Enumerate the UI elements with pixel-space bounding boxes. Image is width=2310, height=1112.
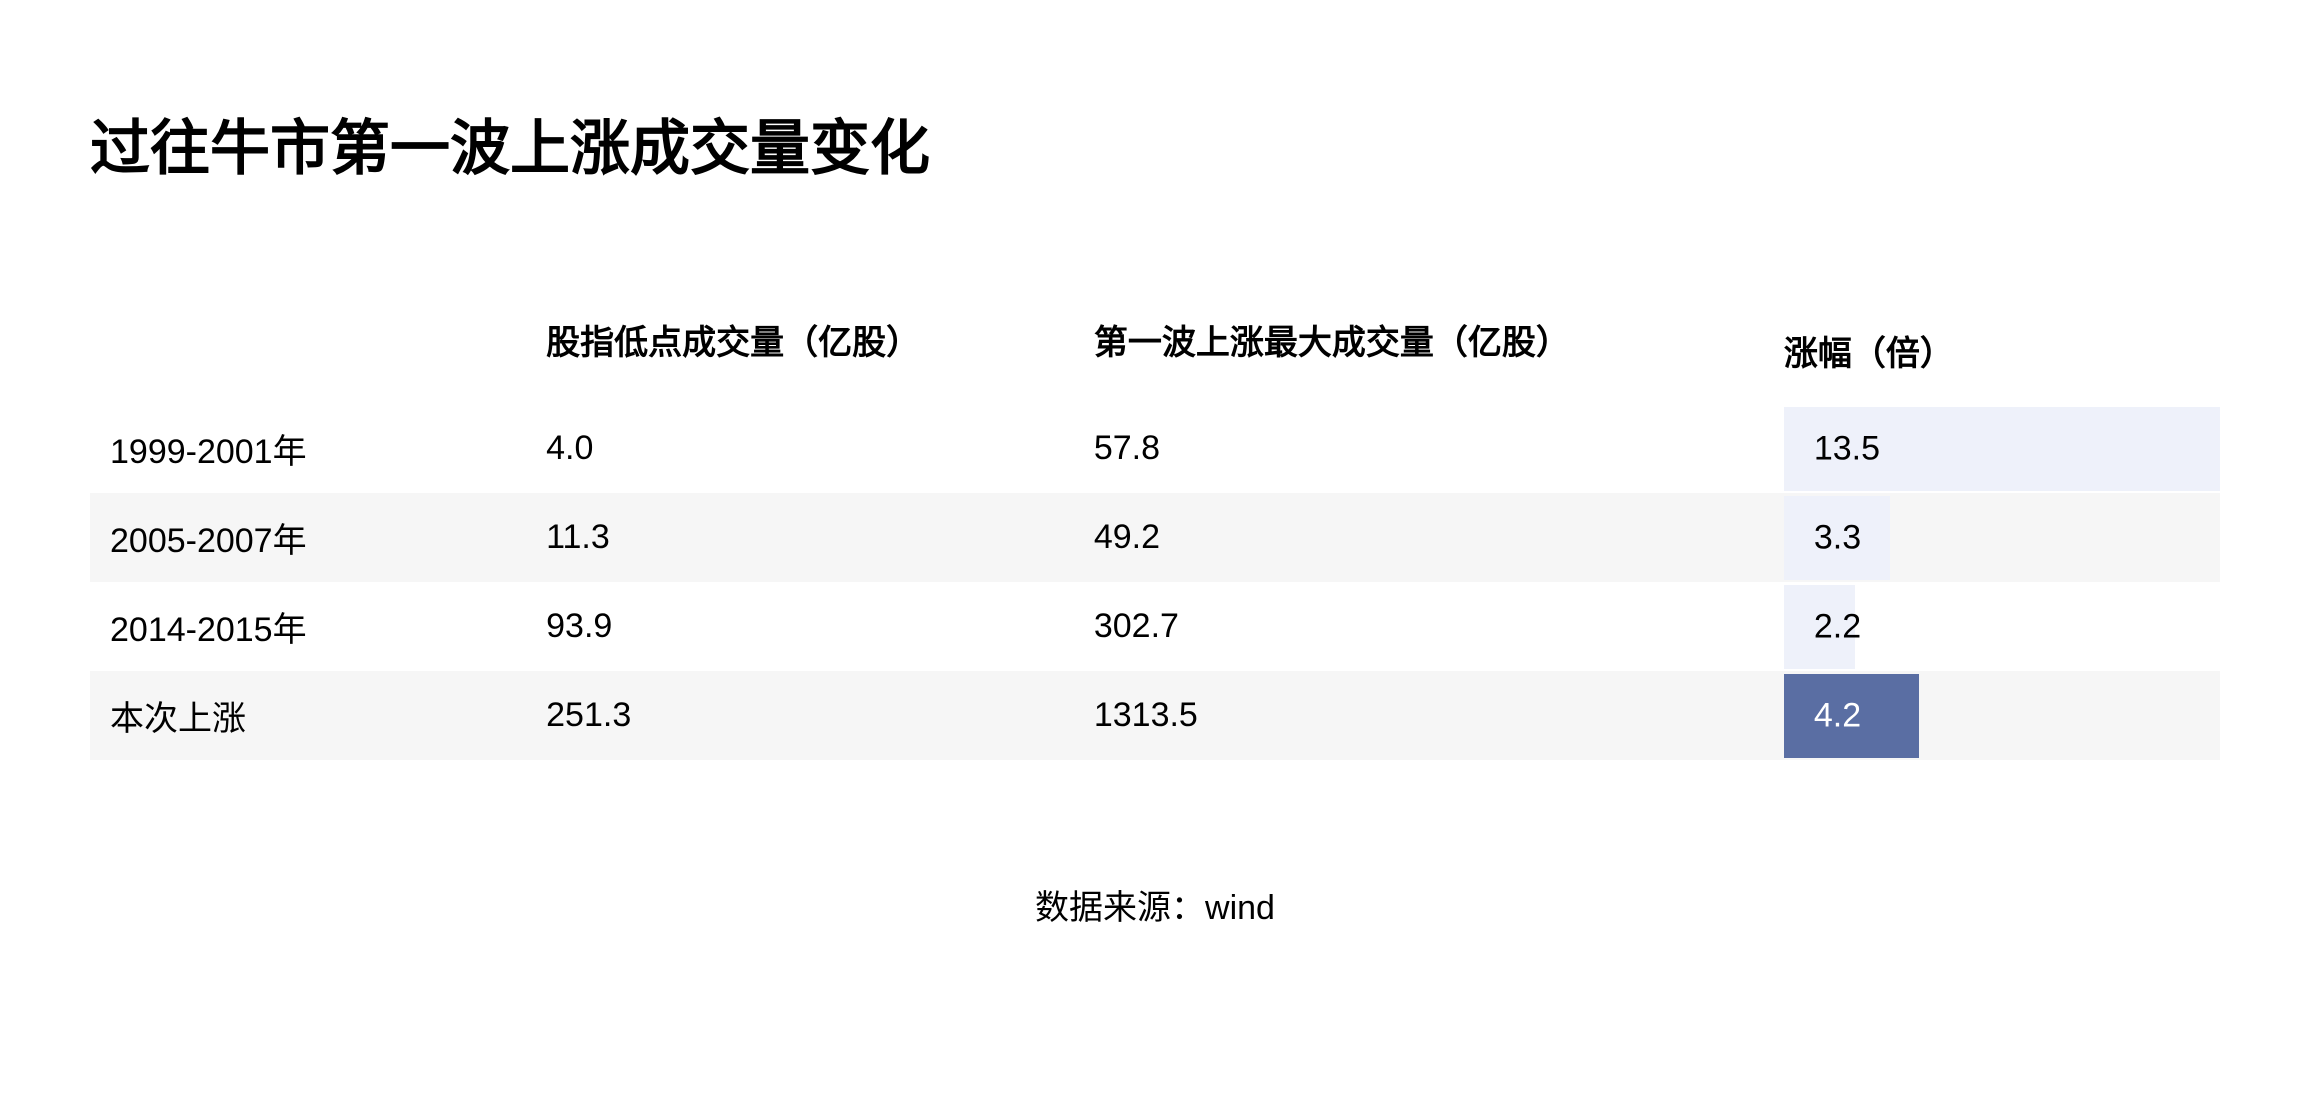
table-body: 1999-2001年4.057.813.52005-2007年11.349.23… bbox=[90, 404, 2220, 760]
header-period bbox=[90, 297, 526, 404]
cell-ratio: 4.2 bbox=[1784, 671, 2220, 760]
page-title: 过往牛市第一波上涨成交量变化 bbox=[90, 100, 2220, 187]
cell-peak-volume: 57.8 bbox=[1074, 404, 1784, 493]
cell-low-volume: 4.0 bbox=[526, 404, 1074, 493]
table-header-row: 股指低点成交量（亿股） 第一波上涨最大成交量（亿股） 涨幅（倍） bbox=[90, 297, 2220, 404]
cell-period: 2014-2015年 bbox=[90, 582, 526, 671]
cell-ratio: 13.5 bbox=[1784, 404, 2220, 493]
data-table: 股指低点成交量（亿股） 第一波上涨最大成交量（亿股） 涨幅（倍） 1999-20… bbox=[90, 297, 2220, 760]
cell-low-volume: 251.3 bbox=[526, 671, 1074, 760]
header-ratio: 涨幅（倍） bbox=[1784, 297, 2220, 404]
table-row: 本次上涨251.31313.5 4.2 bbox=[90, 671, 2220, 760]
ratio-value: 4.2 bbox=[1814, 696, 1861, 735]
data-source: 数据来源：wind bbox=[90, 880, 2220, 929]
cell-low-volume: 93.9 bbox=[526, 582, 1074, 671]
ratio-value: 13.5 bbox=[1814, 429, 1880, 468]
cell-peak-volume: 1313.5 bbox=[1074, 671, 1784, 760]
cell-low-volume: 11.3 bbox=[526, 493, 1074, 582]
table-row: 2014-2015年93.9302.7 2.2 bbox=[90, 582, 2220, 671]
header-low-volume: 股指低点成交量（亿股） bbox=[526, 297, 1074, 404]
table-row: 1999-2001年4.057.8 13.5 bbox=[90, 404, 2220, 493]
ratio-value: 2.2 bbox=[1814, 607, 1861, 646]
table-row: 2005-2007年11.349.2 3.3 bbox=[90, 493, 2220, 582]
ratio-value: 3.3 bbox=[1814, 518, 1861, 557]
cell-ratio: 2.2 bbox=[1784, 582, 2220, 671]
cell-period: 本次上涨 bbox=[90, 671, 526, 760]
cell-period: 1999-2001年 bbox=[90, 404, 526, 493]
header-peak-volume: 第一波上涨最大成交量（亿股） bbox=[1074, 297, 1784, 404]
cell-peak-volume: 49.2 bbox=[1074, 493, 1784, 582]
cell-peak-volume: 302.7 bbox=[1074, 582, 1784, 671]
cell-period: 2005-2007年 bbox=[90, 493, 526, 582]
cell-ratio: 3.3 bbox=[1784, 493, 2220, 582]
